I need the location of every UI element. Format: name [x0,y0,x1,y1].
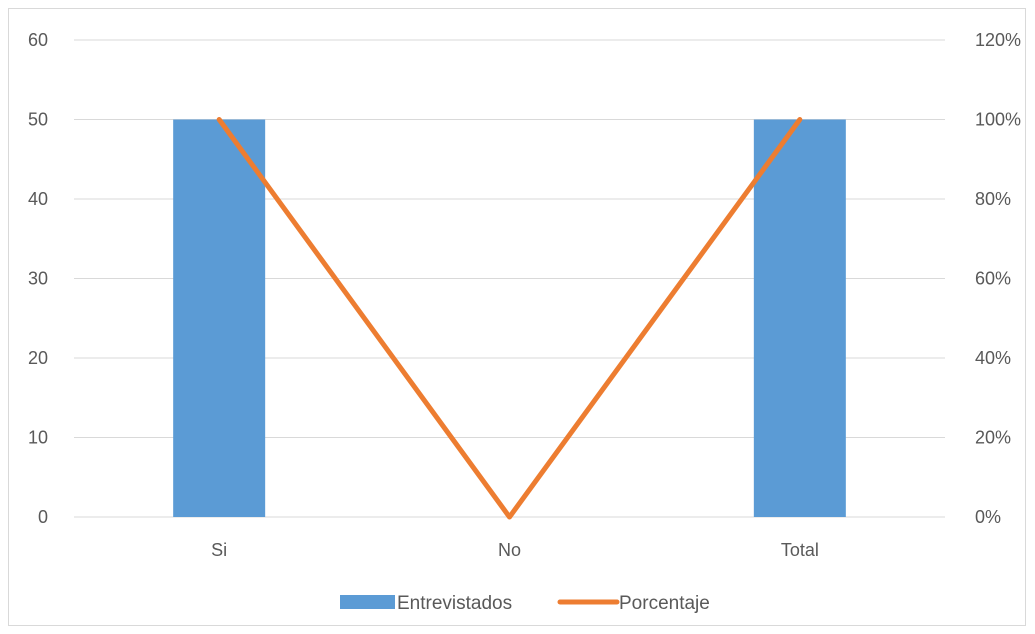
legend-label-entrevistados: Entrevistados [397,593,512,614]
right-axis-tick-label: 100% [975,110,1021,130]
left-axis-tick-label: 20 [28,348,48,368]
right-axis-tick-label: 20% [975,428,1011,448]
legend-swatch-entrevistados [340,595,395,609]
left-axis: 0 10 20 30 40 50 60 [28,30,48,527]
left-axis-tick-label: 40 [28,189,48,209]
legend: Entrevistados Porcentaje [340,593,710,614]
right-axis-tick-label: 60% [975,269,1011,289]
right-axis-tick-label: 120% [975,30,1021,50]
bar-si [173,119,266,517]
bar-series-entrevistados [173,119,846,517]
right-axis: 0% 20% 40% 60% 80% 100% 120% [975,30,1021,527]
right-axis-tick-label: 80% [975,189,1011,209]
x-axis-tick-label: Total [781,540,819,560]
line-series-porcentaje [216,117,803,520]
x-axis-tick-label: Si [211,540,227,560]
left-axis-tick-label: 10 [28,428,48,448]
right-axis-tick-label: 40% [975,348,1011,368]
left-axis-tick-label: 60 [28,30,48,50]
legend-label-porcentaje: Porcentaje [619,593,710,614]
left-axis-tick-label: 30 [28,269,48,289]
left-axis-tick-label: 0 [38,507,48,527]
x-axis-tick-label: No [498,540,521,560]
line-porcentaje [216,117,803,520]
x-axis: Si No Total [211,540,819,560]
left-axis-tick-label: 50 [28,110,48,130]
right-axis-tick-label: 0% [975,507,1001,527]
bar-total [753,119,846,517]
